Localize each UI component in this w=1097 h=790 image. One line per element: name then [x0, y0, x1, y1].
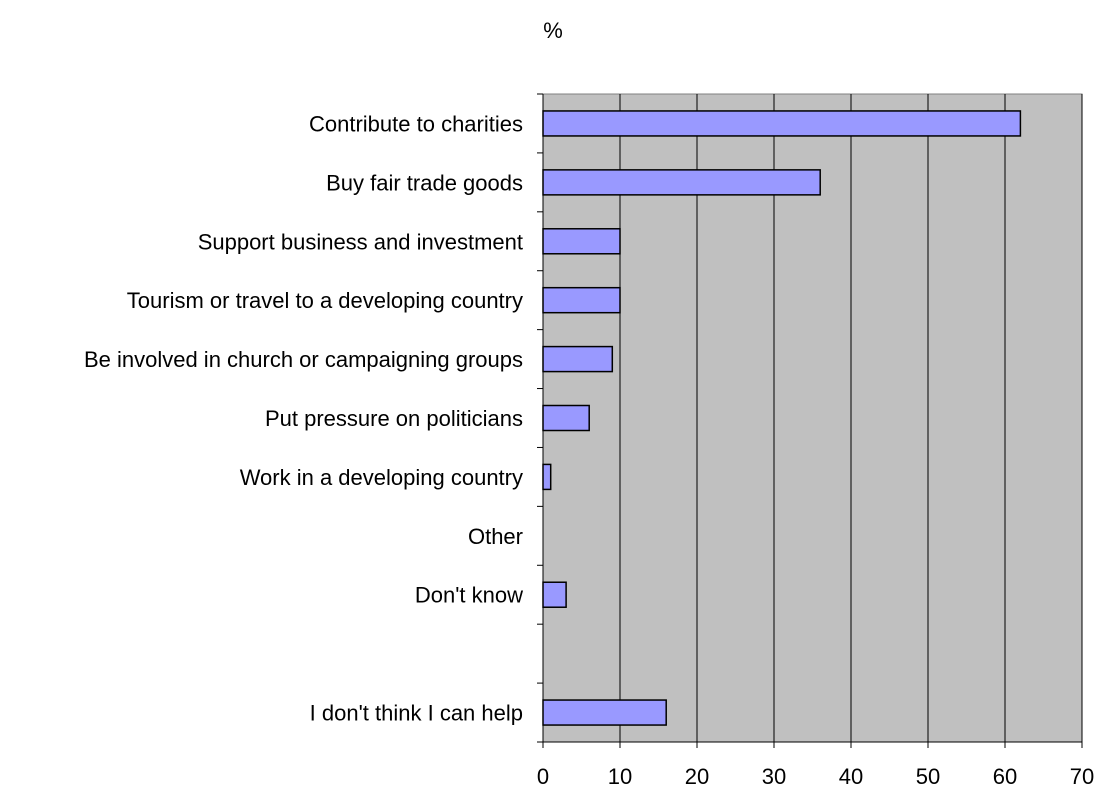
category-label: Contribute to charities — [309, 111, 523, 136]
bar — [542, 345, 614, 373]
category-label: Put pressure on politicians — [265, 406, 523, 431]
bar — [542, 404, 590, 432]
x-tick-label: 30 — [762, 764, 786, 789]
bar — [542, 286, 621, 314]
category-label: Be involved in church or campaigning gro… — [84, 347, 523, 372]
bar — [542, 581, 567, 608]
bars — [542, 110, 1022, 726]
category-label: I don't think I can help — [310, 701, 523, 726]
x-tick-labels: 0 10 20 30 40 50 60 70 — [537, 764, 1094, 789]
bar — [542, 169, 821, 196]
bar — [542, 699, 667, 726]
x-tick-label: 20 — [685, 764, 709, 789]
x-tick-label: 40 — [839, 764, 863, 789]
category-labels: Contribute to charities Buy fair trade go… — [84, 111, 523, 725]
bar — [542, 110, 1022, 137]
category-label: Other — [468, 524, 523, 549]
category-label: Support business and investment — [198, 229, 523, 254]
unit-label: % — [543, 18, 563, 43]
bar — [542, 228, 621, 255]
category-label: Tourism or travel to a developing countr… — [127, 288, 523, 313]
x-tick-label: 70 — [1070, 764, 1094, 789]
x-tick-label: 60 — [993, 764, 1017, 789]
category-label: Buy fair trade goods — [326, 170, 523, 195]
gridlines — [619, 94, 1083, 742]
x-tick-label: 10 — [608, 764, 632, 789]
category-label: Work in a developing country — [240, 465, 523, 490]
category-label: Don't know — [415, 583, 523, 608]
bar — [542, 463, 552, 491]
plot-area — [542, 93, 1083, 743]
x-tick-label: 50 — [916, 764, 940, 789]
axes — [537, 93, 1083, 748]
x-tick-label: 0 — [537, 764, 549, 789]
